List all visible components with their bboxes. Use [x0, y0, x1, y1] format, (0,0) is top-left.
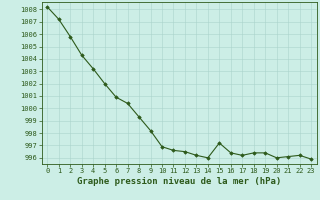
X-axis label: Graphe pression niveau de la mer (hPa): Graphe pression niveau de la mer (hPa): [77, 177, 281, 186]
